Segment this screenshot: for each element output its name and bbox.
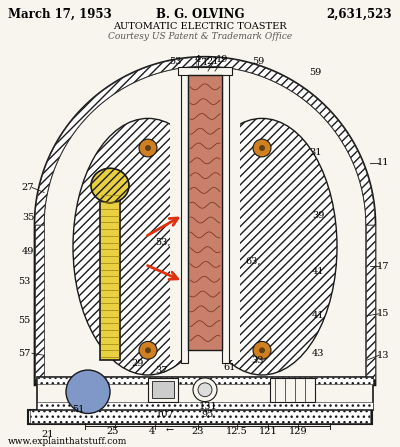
Bar: [181, 67, 188, 363]
Circle shape: [198, 383, 212, 396]
Text: 13: 13: [377, 351, 389, 360]
Text: www.explainthatstuff.com: www.explainthatstuff.com: [8, 437, 127, 446]
Circle shape: [259, 347, 265, 353]
Text: 59: 59: [252, 57, 264, 66]
Ellipse shape: [73, 118, 223, 375]
Circle shape: [259, 145, 265, 151]
Text: 61: 61: [224, 363, 236, 371]
Text: 39: 39: [312, 211, 324, 219]
Circle shape: [139, 139, 157, 157]
Text: 4: 4: [195, 55, 201, 64]
Polygon shape: [44, 66, 366, 379]
Circle shape: [145, 145, 151, 151]
Text: 53,: 53,: [155, 237, 171, 246]
Text: 25: 25: [107, 427, 119, 436]
Circle shape: [253, 342, 271, 359]
Bar: [152, 381, 174, 398]
Polygon shape: [35, 57, 375, 385]
Text: 57: 57: [18, 349, 30, 358]
Polygon shape: [35, 57, 214, 225]
Text: 35: 35: [22, 213, 34, 222]
Bar: [37, 377, 373, 384]
Text: 29: 29: [132, 358, 144, 367]
Text: 19: 19: [216, 55, 228, 64]
Circle shape: [139, 342, 157, 359]
Text: 121: 121: [259, 427, 277, 436]
Circle shape: [66, 370, 110, 413]
Text: March 17, 1953: March 17, 1953: [8, 8, 112, 21]
Text: AUTOMATIC ELECTRIC TOASTER: AUTOMATIC ELECTRIC TOASTER: [113, 22, 287, 31]
Ellipse shape: [187, 118, 337, 375]
Bar: [28, 409, 372, 424]
Bar: [170, 109, 240, 360]
Bar: [148, 378, 178, 401]
Text: 41: 41: [312, 267, 324, 276]
Text: 31: 31: [309, 148, 321, 157]
Text: 129: 129: [289, 427, 307, 436]
Text: 131: 131: [199, 402, 217, 411]
Ellipse shape: [91, 168, 129, 203]
Text: 21: 21: [42, 430, 54, 439]
Text: 53: 53: [169, 57, 181, 66]
Text: 11: 11: [377, 158, 389, 167]
Text: 33: 33: [252, 356, 264, 365]
Bar: [100, 192, 120, 360]
Text: 41: 41: [312, 311, 324, 320]
Circle shape: [193, 378, 217, 401]
Polygon shape: [35, 225, 44, 379]
Text: 51: 51: [72, 405, 84, 414]
Text: 63,: 63,: [245, 257, 261, 266]
Text: 27: 27: [22, 183, 34, 192]
Polygon shape: [196, 57, 375, 225]
Bar: [37, 377, 373, 409]
Text: 37: 37: [156, 366, 168, 375]
Text: ←: ←: [166, 427, 174, 436]
Text: 23: 23: [192, 427, 204, 436]
Text: 53: 53: [18, 277, 30, 286]
Text: 95: 95: [202, 410, 214, 419]
Polygon shape: [366, 225, 375, 379]
Text: 17: 17: [377, 262, 389, 271]
Circle shape: [253, 139, 271, 157]
Bar: [30, 410, 370, 423]
Text: 15: 15: [377, 309, 389, 318]
Text: 4: 4: [149, 427, 155, 436]
Text: 43: 43: [312, 349, 324, 358]
Bar: [178, 67, 232, 75]
Text: 107: 107: [156, 410, 174, 419]
Bar: [222, 67, 229, 363]
Text: 2,631,523: 2,631,523: [326, 8, 392, 21]
Text: 49: 49: [22, 247, 34, 256]
Text: 59: 59: [309, 67, 321, 76]
Bar: [270, 378, 315, 401]
Text: 12.5: 12.5: [226, 427, 248, 436]
Bar: [37, 401, 373, 409]
Text: 21: 21: [207, 57, 219, 66]
Text: Courtesy US Patent & Trademark Office: Courtesy US Patent & Trademark Office: [108, 32, 292, 41]
Text: B. G. OLVING: B. G. OLVING: [156, 8, 244, 21]
Bar: [188, 75, 222, 350]
Text: 55: 55: [18, 316, 30, 325]
Text: T: T: [202, 58, 208, 67]
Circle shape: [145, 347, 151, 353]
